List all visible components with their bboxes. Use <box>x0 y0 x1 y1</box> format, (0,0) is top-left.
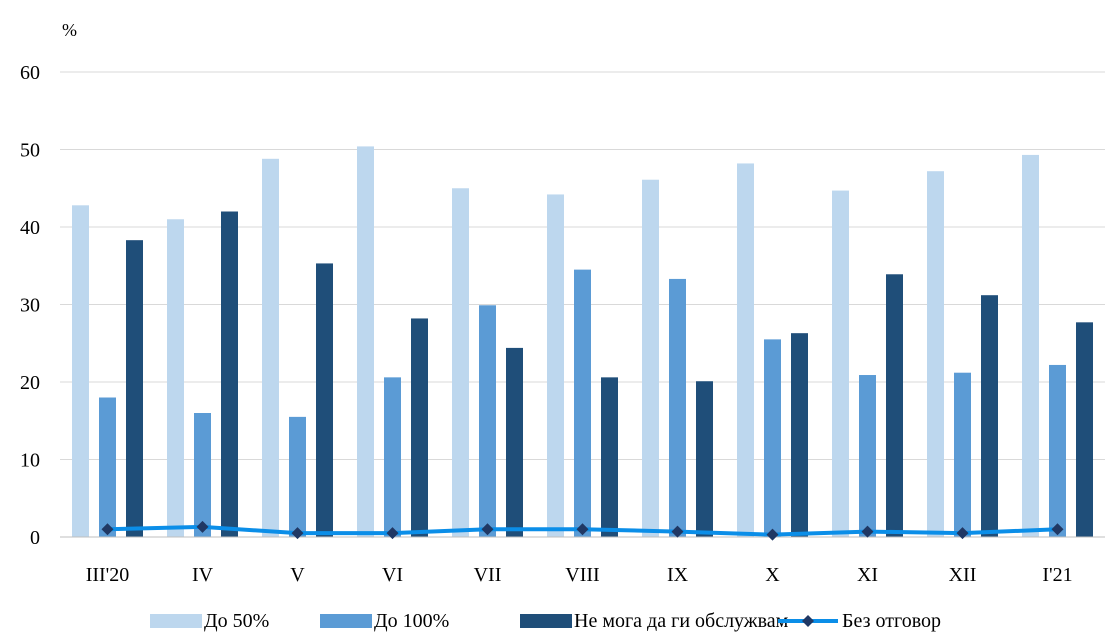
data-point <box>101 523 114 536</box>
bar <box>1049 364 1066 537</box>
y-axis-unit-label: % <box>62 20 77 40</box>
y-axis-ticks: 0 10 20 30 40 50 60 <box>20 62 40 549</box>
bar <box>642 179 659 537</box>
bar <box>547 194 564 537</box>
data-point <box>766 528 779 541</box>
data-point <box>671 525 684 538</box>
bar <box>194 413 211 537</box>
bar <box>764 339 781 537</box>
bar <box>99 397 116 537</box>
bar <box>384 377 401 537</box>
bar <box>1076 322 1093 537</box>
y-tick-label: 10 <box>20 450 40 472</box>
y-tick-label: 20 <box>20 372 40 394</box>
bar <box>479 305 496 537</box>
bar <box>886 274 903 537</box>
bar <box>221 211 238 537</box>
bar <box>832 190 849 537</box>
bar <box>981 295 998 537</box>
data-point <box>956 527 969 540</box>
x-tick-label: VII <box>474 564 502 586</box>
bar <box>452 188 469 537</box>
legend: До 50% До 100% Не мога да ги обслужвам Без … <box>150 610 941 632</box>
x-tick-label: VI <box>382 564 403 586</box>
x-tick-label: IV <box>192 564 214 586</box>
legend-label: До 50% <box>204 610 269 632</box>
legend-swatch <box>150 614 202 628</box>
bar <box>927 171 944 537</box>
x-tick-label: IX <box>667 564 689 586</box>
bar <box>696 381 713 537</box>
x-tick-label: XII <box>949 564 977 586</box>
bar <box>411 318 428 537</box>
y-tick-label: 50 <box>20 140 40 162</box>
bar <box>316 263 333 537</box>
bars <box>72 146 1093 538</box>
data-point <box>1051 523 1064 536</box>
bar <box>262 158 279 538</box>
x-tick-label: III'20 <box>86 564 130 586</box>
bar <box>126 240 143 538</box>
data-point <box>291 527 304 540</box>
data-point <box>576 523 589 536</box>
bar <box>859 375 876 537</box>
bar <box>357 146 374 537</box>
bar <box>669 278 686 537</box>
data-point <box>386 527 399 540</box>
data-point <box>861 525 874 538</box>
bar <box>574 269 591 537</box>
legend-label: Не мога да ги обслужвам <box>574 610 789 632</box>
bar <box>1022 154 1039 538</box>
y-tick-label: 30 <box>20 295 40 317</box>
bar <box>737 163 754 537</box>
legend-marker <box>802 615 814 627</box>
legend-label: Без отговор <box>842 610 941 632</box>
line-series <box>101 520 1064 541</box>
legend-label: До 100% <box>374 610 449 632</box>
bar <box>289 416 306 537</box>
legend-swatch <box>520 614 572 628</box>
x-tick-label: X <box>765 564 780 586</box>
bar <box>954 372 971 537</box>
x-tick-label: I'21 <box>1042 564 1072 586</box>
data-point <box>196 520 209 533</box>
bar <box>791 333 808 537</box>
x-tick-label: VIII <box>565 564 599 586</box>
bar <box>601 377 618 537</box>
x-tick-label: V <box>290 564 305 586</box>
y-tick-label: 60 <box>20 62 40 84</box>
bar <box>72 205 89 538</box>
x-axis-ticks: III'20 IV V VI VII VIII IX X XI XII I'21 <box>86 564 1073 586</box>
y-tick-label: 40 <box>20 217 40 239</box>
data-point <box>481 523 494 536</box>
y-tick-label: 0 <box>30 527 40 549</box>
legend-swatch <box>320 614 372 628</box>
x-tick-label: XI <box>857 564 878 586</box>
bar <box>506 347 523 537</box>
bar <box>167 219 184 537</box>
